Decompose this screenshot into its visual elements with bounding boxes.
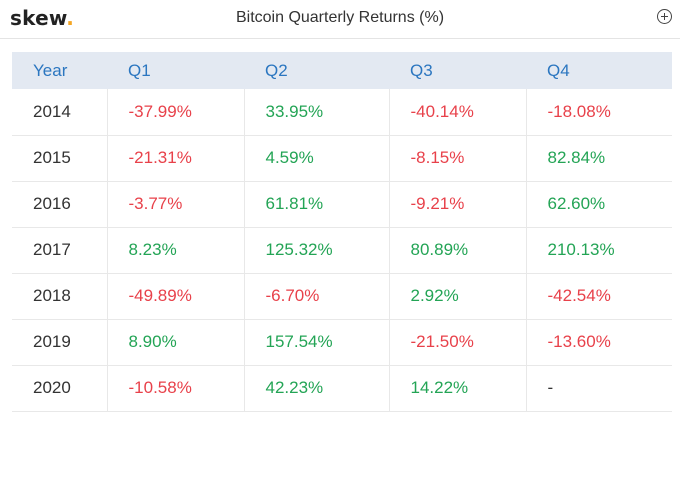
- return-cell-q3: -40.14%: [388, 89, 526, 135]
- return-cell-q1: -49.89%: [106, 273, 244, 319]
- return-cell-q4: 210.13%: [525, 227, 672, 273]
- logo-text: skew: [10, 6, 67, 30]
- table-row: 2018 -49.89% -6.70% 2.92% -42.54%: [12, 273, 672, 319]
- table-row: 2016 -3.77% 61.81% -9.21% 62.60%: [12, 181, 672, 227]
- return-cell-q4: 82.84%: [525, 135, 672, 181]
- return-cell-q1: 8.23%: [106, 227, 244, 273]
- header-row: Year Q1 Q2 Q3 Q4: [12, 52, 672, 89]
- return-cell-q4: -18.08%: [525, 89, 672, 135]
- table-row: 2020 -10.58% 42.23% 14.22% -: [12, 365, 672, 411]
- returns-table: Year Q1 Q2 Q3 Q4 2014 -37.99% 33.95% -40.14% -18…: [12, 52, 672, 412]
- return-cell-q3: -9.21%: [388, 181, 526, 227]
- table-body: 2014 -37.99% 33.95% -40.14% -18.08% 2015 -21.3…: [12, 89, 672, 411]
- column-header-q1[interactable]: Q1: [128, 60, 151, 80]
- table-row: 2014 -37.99% 33.95% -40.14% -18.08%: [12, 89, 672, 135]
- return-cell-q2: -6.70%: [243, 273, 389, 319]
- year-cell: 2020: [33, 378, 71, 397]
- column-header-q3[interactable]: Q3: [410, 60, 433, 80]
- column-header-q4[interactable]: Q4: [547, 60, 570, 80]
- plus-circle-icon[interactable]: [657, 9, 672, 24]
- return-cell-q1: -37.99%: [106, 89, 244, 135]
- year-cell: 2014: [33, 101, 71, 121]
- column-header-q2[interactable]: Q2: [265, 60, 288, 80]
- year-cell: 2015: [33, 148, 71, 167]
- return-cell-q3: 14.22%: [388, 365, 526, 411]
- year-cell: 2018: [33, 286, 71, 305]
- return-cell-q3: 80.89%: [388, 227, 526, 273]
- skew-logo[interactable]: skew.: [10, 6, 74, 30]
- return-cell-q2: 33.95%: [243, 89, 389, 135]
- return-cell-q1: -10.58%: [106, 365, 244, 411]
- return-cell-q4: -: [525, 365, 672, 411]
- return-cell-q3: -8.15%: [388, 135, 526, 181]
- return-cell-q3: 2.92%: [388, 273, 526, 319]
- logo-dot: .: [66, 6, 75, 30]
- return-cell-q4: -42.54%: [525, 273, 672, 319]
- column-header-year[interactable]: Year: [33, 60, 68, 80]
- table-header: Year Q1 Q2 Q3 Q4: [12, 52, 672, 89]
- return-cell-q1: -3.77%: [106, 181, 244, 227]
- return-cell-q1: -21.31%: [106, 135, 244, 181]
- table-row: 2015 -21.31% 4.59% -8.15% 82.84%: [12, 135, 672, 181]
- table-row: 2017 8.23% 125.32% 80.89% 210.13%: [12, 227, 672, 273]
- returns-table-container: Year Q1 Q2 Q3 Q4 2014 -37.99% 33.95% -40.14% -18…: [12, 52, 672, 412]
- table-row: 2019 8.90% 157.54% -21.50% -13.60%: [12, 319, 672, 365]
- year-cell: 2017: [33, 240, 71, 259]
- year-cell: 2019: [33, 332, 71, 351]
- top-bar: skew. Bitcoin Quarterly Returns (%): [0, 0, 680, 39]
- page-title: Bitcoin Quarterly Returns (%): [235, 9, 445, 26]
- return-cell-q2: 42.23%: [243, 365, 389, 411]
- year-cell: 2016: [33, 194, 71, 213]
- return-cell-q2: 61.81%: [243, 181, 389, 227]
- return-cell-q3: -21.50%: [388, 319, 526, 365]
- return-cell-q2: 125.32%: [243, 227, 389, 273]
- return-cell-q4: 62.60%: [525, 181, 672, 227]
- return-cell-q2: 157.54%: [243, 319, 389, 365]
- return-cell-q2: 4.59%: [243, 135, 389, 181]
- return-cell-q4: -13.60%: [525, 319, 672, 365]
- return-cell-q1: 8.90%: [106, 319, 244, 365]
